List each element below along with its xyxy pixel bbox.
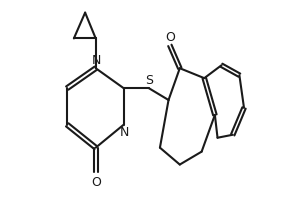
Text: S: S: [145, 74, 153, 87]
Text: O: O: [165, 31, 175, 44]
Text: N: N: [120, 126, 129, 139]
Text: O: O: [91, 176, 101, 189]
Text: N: N: [92, 54, 101, 67]
